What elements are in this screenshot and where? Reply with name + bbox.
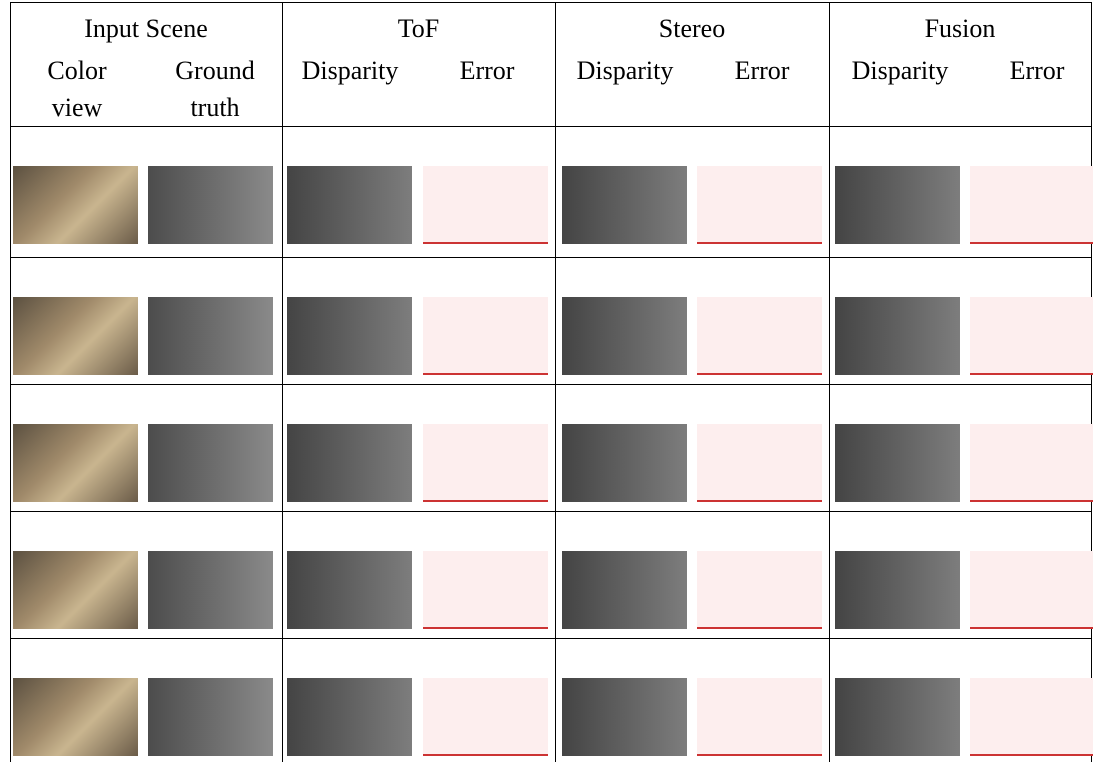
disparity-image bbox=[287, 678, 412, 756]
color-view-image bbox=[13, 297, 138, 375]
column-header: Error bbox=[437, 52, 537, 89]
disparity-image bbox=[562, 297, 687, 375]
color-view-image bbox=[13, 166, 138, 244]
column-header: Color view bbox=[22, 52, 132, 126]
error-image bbox=[970, 424, 1093, 502]
error-image bbox=[970, 166, 1093, 244]
ground-truth-image bbox=[148, 166, 273, 244]
column-rule bbox=[10, 2, 11, 762]
error-image bbox=[697, 166, 822, 244]
error-image bbox=[970, 297, 1093, 375]
disparity-image bbox=[835, 678, 960, 756]
group-header: Input Scene bbox=[10, 10, 282, 47]
error-image bbox=[697, 297, 822, 375]
disparity-image bbox=[835, 297, 960, 375]
disparity-image bbox=[835, 166, 960, 244]
ground-truth-image bbox=[148, 678, 273, 756]
error-image bbox=[423, 678, 548, 756]
row-rule bbox=[10, 638, 1091, 639]
column-header: Disparity bbox=[560, 52, 690, 89]
disparity-image bbox=[287, 551, 412, 629]
column-header: Disparity bbox=[285, 52, 415, 89]
row-rule bbox=[10, 2, 1091, 3]
row-rule bbox=[10, 384, 1091, 385]
row-rule bbox=[10, 511, 1091, 512]
error-image bbox=[970, 678, 1093, 756]
disparity-image bbox=[835, 424, 960, 502]
error-image bbox=[423, 551, 548, 629]
column-rule bbox=[282, 2, 283, 762]
column-header: Error bbox=[987, 52, 1087, 89]
disparity-image bbox=[287, 424, 412, 502]
ground-truth-image bbox=[148, 551, 273, 629]
ground-truth-image bbox=[148, 424, 273, 502]
disparity-image bbox=[287, 297, 412, 375]
color-view-image bbox=[13, 678, 138, 756]
ground-truth-image bbox=[148, 297, 273, 375]
error-image bbox=[423, 297, 548, 375]
disparity-image bbox=[562, 166, 687, 244]
error-image bbox=[970, 551, 1093, 629]
row-rule bbox=[10, 257, 1091, 258]
error-image bbox=[423, 424, 548, 502]
column-header: Disparity bbox=[835, 52, 965, 89]
color-view-image bbox=[13, 551, 138, 629]
error-image bbox=[423, 166, 548, 244]
disparity-image bbox=[562, 424, 687, 502]
error-image bbox=[697, 551, 822, 629]
figure-table: Input SceneToFStereoFusion Color view Grou… bbox=[0, 0, 1093, 762]
column-rule bbox=[555, 2, 556, 762]
group-header: Stereo bbox=[555, 10, 829, 47]
error-image bbox=[697, 678, 822, 756]
column-rule bbox=[829, 2, 830, 762]
group-header: ToF bbox=[282, 10, 555, 47]
color-view-image bbox=[13, 424, 138, 502]
column-header: Ground truth bbox=[155, 52, 275, 126]
column-header: Error bbox=[712, 52, 812, 89]
disparity-image bbox=[835, 551, 960, 629]
disparity-image bbox=[562, 678, 687, 756]
disparity-image bbox=[562, 551, 687, 629]
group-header: Fusion bbox=[829, 10, 1091, 47]
disparity-image bbox=[287, 166, 412, 244]
error-image bbox=[697, 424, 822, 502]
row-rule bbox=[10, 126, 1091, 127]
column-rule bbox=[1091, 2, 1092, 762]
